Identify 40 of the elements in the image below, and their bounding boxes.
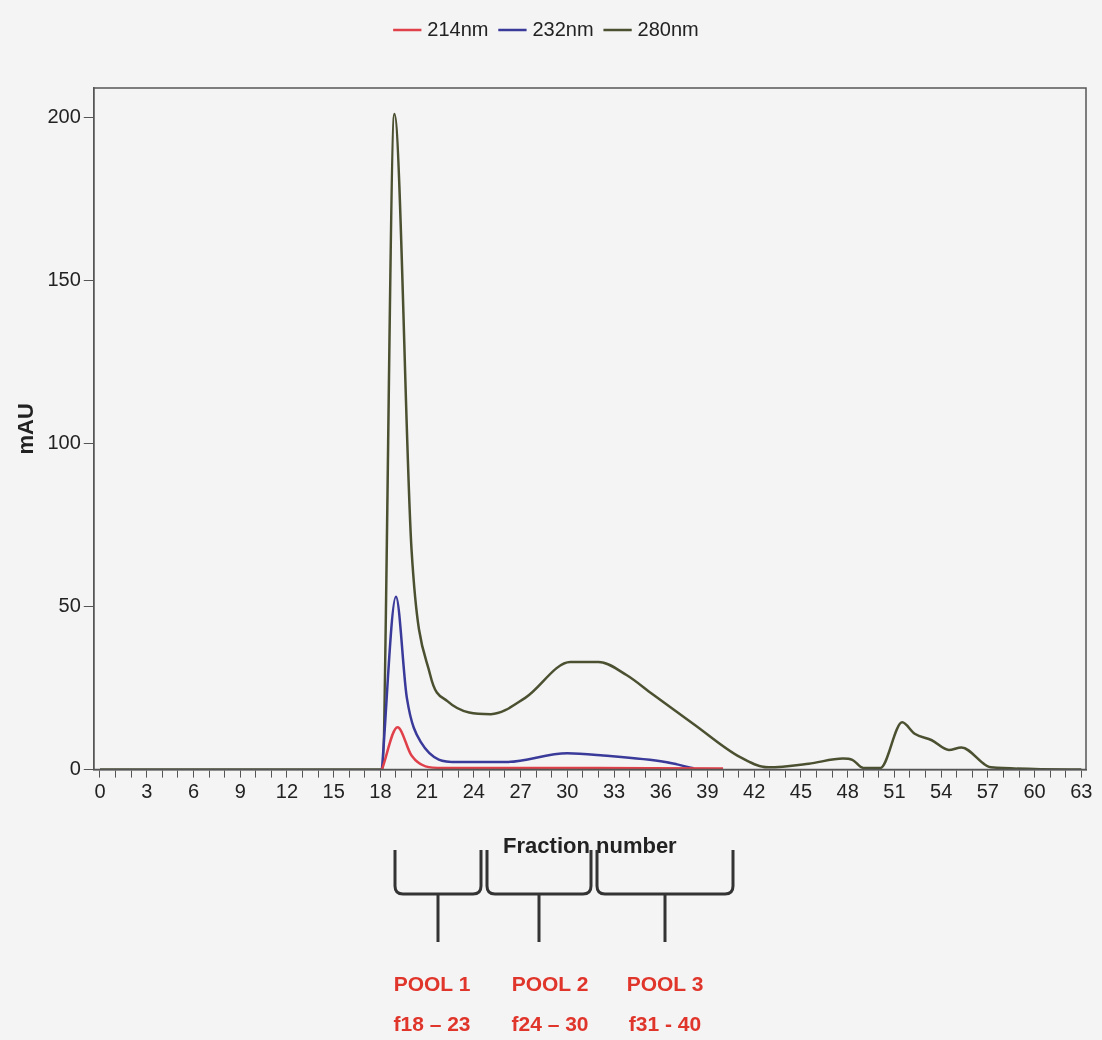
x-tick-label: 57: [976, 780, 999, 803]
x-axis-title: Fraction number: [503, 832, 678, 858]
x-tick-label: 0: [94, 780, 106, 803]
x-tick-label: 27: [509, 780, 532, 803]
x-tick-label: 9: [234, 780, 246, 803]
legend-label: 232nm: [532, 17, 594, 40]
y-axis-title: mAU: [13, 403, 39, 455]
text: f24 – 30: [511, 1011, 589, 1035]
x-tick-label: 60: [1023, 780, 1046, 803]
x-tick-label: 3: [141, 780, 153, 803]
x-tick-label: 42: [743, 780, 766, 803]
y-tick-label: 0: [69, 757, 81, 780]
text: POOL 1: [393, 971, 471, 995]
legend-label: 280nm: [637, 17, 699, 40]
line-series: [380, 725, 725, 770]
x-tick-label: 21: [415, 780, 439, 803]
text: f18 – 23: [393, 1011, 471, 1035]
text: POOL 2: [511, 971, 589, 995]
legend-label: 214nm: [427, 17, 489, 40]
x-tick-label: 30: [556, 780, 579, 803]
x-tick-label: 48: [836, 780, 859, 803]
x-tick-label: 36: [649, 780, 672, 803]
x-tick-label: 51: [883, 780, 906, 803]
y-tick-label: 100: [47, 430, 81, 453]
x-tick-label: 54: [930, 780, 953, 803]
x-tick-label: 24: [462, 780, 485, 803]
line-series: [98, 112, 1083, 770]
x-tick-label: 15: [322, 780, 345, 803]
y-tick-label: 50: [58, 594, 81, 617]
x-tick-label: 63: [1070, 780, 1093, 803]
x-tick-label: 45: [789, 780, 813, 803]
text: f31 - 40: [628, 1011, 702, 1035]
y-tick-label: 150: [47, 267, 81, 290]
x-tick-label: 6: [187, 780, 200, 803]
x-tick-label: 12: [275, 780, 299, 803]
y-tick-label: 200: [47, 104, 81, 127]
x-tick-label: 33: [602, 780, 626, 803]
x-tick-label: 39: [696, 780, 719, 803]
x-tick-label: 18: [369, 780, 392, 803]
text: POOL 3: [626, 971, 704, 995]
